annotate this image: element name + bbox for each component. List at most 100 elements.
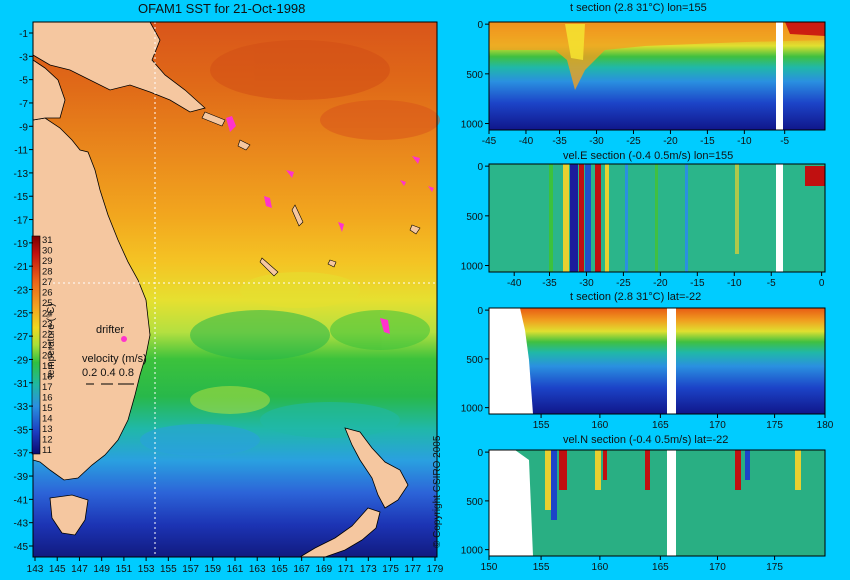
drifter-tracks xyxy=(226,116,434,334)
section-y-tick-label: 1000 xyxy=(461,262,484,273)
section-x-tick-label: -10 xyxy=(737,136,752,147)
lon-tick-label: 153 xyxy=(138,564,155,575)
colorbar-tick-label: 23 xyxy=(42,319,53,330)
section-x-tick-label: -20 xyxy=(653,278,668,289)
section-y-tick-label: 1000 xyxy=(461,404,484,415)
lat-tick-label: -31 xyxy=(14,379,29,390)
section-y-tick-label: 1000 xyxy=(461,546,484,557)
lat-tick-label: -43 xyxy=(14,519,29,530)
lon-tick-label: 159 xyxy=(204,564,221,575)
lat-tick-label: -9 xyxy=(19,122,28,133)
colorbar-tick-label: 27 xyxy=(42,277,53,288)
section-x-tick-label: -40 xyxy=(519,136,534,147)
cape-york xyxy=(32,59,66,121)
section-x-tick-label: 0 xyxy=(819,278,825,289)
lat-tick-label: -33 xyxy=(14,402,29,413)
section-x-tick-label: -35 xyxy=(552,136,567,147)
section-y-tick-label: 500 xyxy=(466,497,483,508)
section-x-tick-label: -30 xyxy=(589,136,604,147)
colorbar-tick-label: 13 xyxy=(42,424,53,435)
section-x-tick-label: 150 xyxy=(481,562,498,573)
map-plot[interactable]: 143 145 147 149 151 153 155 157 159 161 163 165 167 1… xyxy=(0,0,445,580)
lat-tick-label: -27 xyxy=(14,332,29,343)
colorbar xyxy=(31,235,41,455)
section-y-tick-label: 500 xyxy=(466,70,483,81)
lon-tick-label: 155 xyxy=(160,564,177,575)
section-x-tick-label: 160 xyxy=(592,420,609,431)
section-x-tick-label: -15 xyxy=(690,278,705,289)
colorbar-tick-label: 14 xyxy=(42,414,53,425)
map-axes: 143 145 147 149 151 153 155 157 159 161 163 165 167 1… xyxy=(14,29,444,575)
lon-tick-label: 157 xyxy=(182,564,199,575)
colorbar-label: temperature (°C) xyxy=(46,303,57,378)
panel-v-lat-title: vel.N section (-0.4 0.5m/s) lat=-22 xyxy=(563,434,729,446)
section-x-tick-label: 165 xyxy=(652,420,669,431)
section-x-tick-label: 175 xyxy=(766,562,783,573)
section-x-tick-label: -35 xyxy=(542,278,557,289)
section-panels: t section (2.8 31°C) lon=155 vel.E secti… xyxy=(445,0,850,580)
section-x-tick-label: 165 xyxy=(652,562,669,573)
section-y-tick-label: 500 xyxy=(466,212,483,223)
lat-tick-label: -1 xyxy=(19,29,28,40)
section-x-tick-label: -45 xyxy=(482,136,497,147)
section-plots[interactable]: -45 -40 -35 -30 -25 -20 -15 -10 -5 0 500 1000 -40 -35… xyxy=(445,0,850,580)
section-x-tick-label: -5 xyxy=(767,278,776,289)
new-zealand-north xyxy=(344,427,409,509)
pacific-islands xyxy=(201,111,421,277)
lat-tick-label: -23 xyxy=(14,286,29,297)
lat-tick-label: -39 xyxy=(14,472,29,483)
australia-land xyxy=(32,117,151,481)
colorbar-tick-label: 28 xyxy=(42,267,53,278)
panel-t-lon xyxy=(488,21,826,131)
lat-tick-label: -21 xyxy=(14,262,29,273)
section-x-tick-label: -40 xyxy=(507,278,522,289)
colorbar-tick-label: 15 xyxy=(42,403,53,414)
panel-v-lat xyxy=(488,449,826,557)
colorbar-tick-label: 12 xyxy=(42,435,53,446)
lon-tick-label: 173 xyxy=(360,564,377,575)
section-x-tick-label: -20 xyxy=(663,136,678,147)
panel-u-lon-title: vel.E section (-0.4 0.5m/s) lon=155 xyxy=(563,150,734,162)
lon-tick-label: 147 xyxy=(71,564,88,575)
section-x-tick-label: 170 xyxy=(709,420,726,431)
section-x-tick-label: -10 xyxy=(727,278,742,289)
lon-tick-label: 165 xyxy=(271,564,288,575)
lat-tick-label: -3 xyxy=(19,52,28,63)
section-x-tick-label: 175 xyxy=(766,420,783,431)
lat-tick-label: -5 xyxy=(19,76,28,87)
colorbar-tick-label: 11 xyxy=(42,445,52,456)
colorbar-tick-label: 22 xyxy=(42,330,53,341)
section-x-tick-label: -5 xyxy=(780,136,789,147)
colorbar-tick-label: 29 xyxy=(42,256,53,267)
lat-tick-label: -19 xyxy=(14,239,29,250)
colorbar-tick-label: 20 xyxy=(42,351,53,362)
lon-tick-label: 169 xyxy=(316,564,333,575)
lat-tick-label: -11 xyxy=(14,146,28,157)
colorbar-tick-label: 16 xyxy=(42,393,53,404)
section-x-tick-label: -15 xyxy=(700,136,715,147)
tasmania xyxy=(49,494,89,536)
lat-tick-label: -13 xyxy=(14,169,29,180)
colorbar-tick-label: 26 xyxy=(42,288,53,299)
lat-tick-label: -15 xyxy=(14,192,29,203)
colorbar-tick-label: 25 xyxy=(42,298,53,309)
lat-tick-label: -7 xyxy=(19,99,28,110)
lon-tick-label: 179 xyxy=(427,564,444,575)
panel-t-lon-title: t section (2.8 31°C) lon=155 xyxy=(570,2,707,14)
section-x-tick-label: -25 xyxy=(616,278,631,289)
lon-tick-label: 161 xyxy=(227,564,244,575)
drifter-legend-marker xyxy=(121,336,127,342)
lat-tick-label: -41 xyxy=(14,495,29,506)
lon-tick-label: 163 xyxy=(249,564,266,575)
section-y-tick-label: 1000 xyxy=(461,120,484,131)
lon-tick-label: 171 xyxy=(338,564,355,575)
colorbar-tick-label: 17 xyxy=(42,382,53,393)
section-y-tick-label: 500 xyxy=(466,355,483,366)
section-x-tick-label: 180 xyxy=(817,420,834,431)
colorbar-tick-label: 19 xyxy=(42,361,53,372)
section-x-tick-label: 155 xyxy=(533,562,550,573)
section-y-tick-label: 0 xyxy=(477,162,483,173)
section-x-tick-label: 170 xyxy=(709,562,726,573)
velocity-label: velocity (m/s) xyxy=(82,353,147,365)
section-x-tick-label: 155 xyxy=(533,420,550,431)
